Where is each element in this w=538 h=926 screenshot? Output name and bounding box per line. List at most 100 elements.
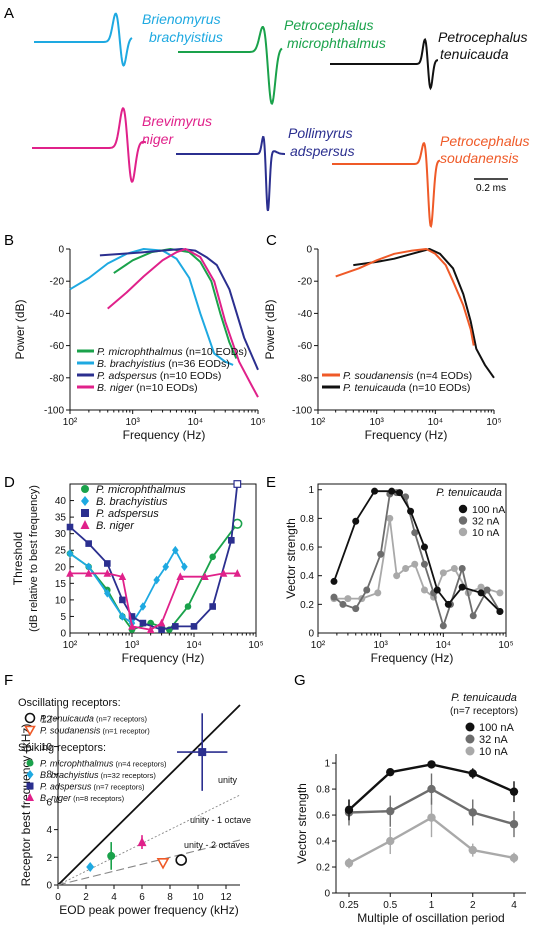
series-line	[335, 248, 475, 346]
eod-waveform	[330, 37, 438, 91]
y-tick-label: 0.2	[316, 863, 330, 874]
data-point	[386, 514, 394, 522]
data-point	[118, 572, 127, 581]
y-tick-label: 0.6	[316, 811, 330, 822]
waveform-label-species: niger	[142, 131, 174, 147]
chart-panel-c: 10² 10³ 10⁴ 10⁵ 0 -20 -40 -60 -80 -100 Frequency (…	[263, 245, 502, 443]
legend-marker	[458, 504, 468, 514]
series-line	[113, 248, 238, 359]
data-point	[374, 589, 382, 597]
data-point	[386, 767, 395, 777]
y-tick-label: 4	[46, 825, 52, 836]
data-point	[411, 529, 419, 537]
unity-line	[57, 704, 241, 886]
chart-panel-d: 10² 10³ 10⁴ 10⁵ 0 5 10 15 20 25 30 35 40 Frequency (H…	[11, 480, 264, 665]
y-tick-label: 1	[324, 759, 330, 770]
legend-marker	[458, 527, 468, 537]
x-tick-label: 1	[429, 900, 435, 911]
data-point	[420, 586, 428, 594]
eod-waveform	[176, 135, 285, 212]
y-tick-label: 0	[306, 245, 312, 256]
legend-label: B. brachyistius	[96, 496, 168, 508]
waveform-label-genus: Petrocephalus	[440, 133, 530, 149]
data-point	[450, 565, 458, 573]
data-point	[420, 560, 428, 568]
panel-letter-e: E	[266, 474, 276, 491]
data-point	[393, 572, 401, 580]
data-point	[162, 562, 170, 572]
panel-letter-d: D	[4, 474, 15, 491]
y-tick-label: 0	[58, 245, 64, 256]
y-tick-label: 40	[55, 496, 67, 507]
x-tick-label: 10⁵	[248, 640, 263, 651]
y-tick-label: 0.4	[316, 837, 330, 848]
y-tick-label: -40	[50, 309, 65, 320]
legend-marker	[465, 746, 475, 756]
data-point	[444, 600, 452, 608]
data-point	[107, 851, 116, 860]
x-tick-label: 6	[139, 892, 145, 903]
x-tick-label: 10⁴	[186, 640, 201, 651]
y-axis-label-sub: (dB relative to best frequency)	[28, 485, 40, 632]
data-point	[458, 583, 466, 591]
y-tick-label: 25	[55, 546, 67, 557]
y-tick-label: 2	[46, 853, 52, 864]
data-point	[388, 487, 396, 495]
data-point	[433, 586, 441, 594]
data-point	[66, 549, 74, 558]
waveform-label-species: adspersus	[290, 143, 355, 159]
y-axis-label: Threshold	[11, 532, 25, 585]
data-point	[119, 612, 126, 621]
data-point	[233, 569, 242, 577]
line-label: unity - 1 octave	[190, 815, 251, 825]
legend-count: (n=36 EODs)	[165, 358, 229, 370]
data-point	[228, 536, 235, 544]
y-tick-label: 20	[55, 562, 67, 573]
x-tick-label: 2	[83, 892, 89, 903]
legend-marker	[81, 485, 89, 493]
eod-waveform	[32, 107, 147, 184]
legend-species: P. soudanensis	[40, 726, 101, 736]
data-point	[468, 845, 477, 855]
x-tick-label: 10	[192, 892, 204, 903]
axes-box	[317, 483, 507, 634]
x-tick-label: 0.5	[383, 900, 397, 911]
waveform-label-genus: Brevimyrus	[142, 113, 212, 129]
x-tick-label: 10²	[63, 417, 78, 428]
y-tick-label: 0.4	[300, 571, 314, 582]
legend-count: (n=1 receptor)	[100, 727, 150, 736]
y-tick-label: 6	[46, 797, 52, 808]
data-point	[344, 595, 352, 603]
legend-count: (n=10 EODs)	[406, 382, 470, 394]
data-point	[209, 553, 216, 561]
legend-count: (n=10 EODs)	[133, 382, 197, 394]
eod-waveform	[332, 141, 441, 229]
x-tick-label: 10²	[311, 640, 326, 651]
legend-label: P. microphthalmus (n=10 EODs)	[97, 346, 247, 358]
legend-label: 32 nA	[479, 734, 508, 746]
data-point	[344, 858, 354, 868]
legend-count: (n=7 receptors)	[91, 783, 145, 792]
data-point	[153, 575, 160, 585]
x-tick-label: 12	[220, 892, 232, 903]
x-tick-label: 10³	[373, 640, 388, 651]
legend-marker	[81, 496, 89, 506]
x-tick-label: 4	[511, 900, 517, 911]
data-point	[420, 543, 428, 551]
x-tick-label: 10³	[125, 417, 140, 428]
y-tick-label: -20	[298, 277, 313, 288]
data-point	[172, 623, 179, 630]
waveform-label-genus: Petrocephalus	[284, 17, 374, 33]
legend-species: P. microphthalmus	[40, 759, 114, 769]
legend-label: P. adspersus (n=10 EODs)	[97, 370, 221, 382]
data-point	[233, 480, 242, 488]
legend-label: 100 nA	[479, 722, 515, 734]
y-tick-label: 0	[308, 629, 314, 640]
legend-label: P. microphthalmus (n=4 receptors)	[40, 759, 167, 769]
unity-minus-1-octave-line	[57, 794, 241, 886]
data-point	[509, 787, 519, 796]
legend-count: (n=7 receptors)	[94, 715, 148, 724]
legend-label: P. soudanensis (n=4 EODs)	[343, 370, 472, 382]
y-axis-label: Vector strength	[284, 518, 298, 599]
x-tick-label: 8	[167, 892, 173, 903]
